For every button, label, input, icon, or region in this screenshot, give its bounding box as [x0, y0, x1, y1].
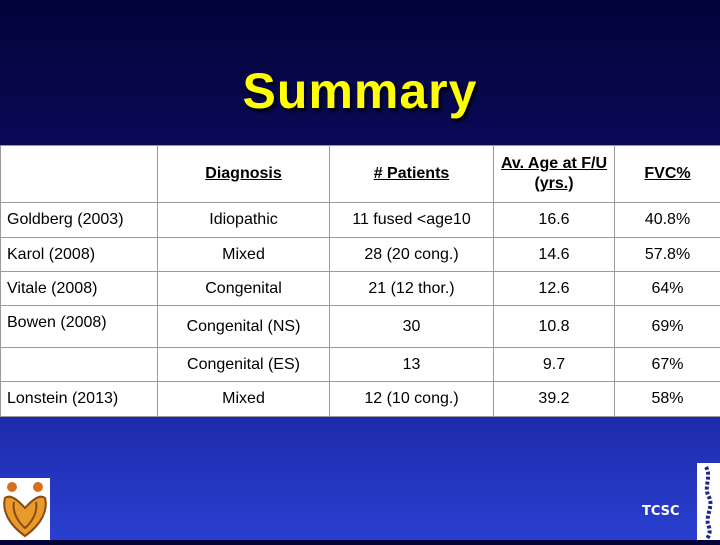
cell-study: Vitale (2008)	[1, 272, 158, 306]
heart-figures-logo-icon	[0, 478, 50, 540]
header-cell-patients: # Patients	[330, 146, 494, 203]
cell-diagnosis: Congenital	[158, 272, 330, 306]
cell-fvc: 57.8%	[615, 238, 720, 272]
tcsc-label: TCSC	[642, 504, 680, 519]
cell-diagnosis: Congenital (ES)	[158, 348, 330, 382]
cell-age: 16.6	[494, 203, 615, 238]
summary-table: Diagnosis # Patients Av. Age at F/U (yrs…	[0, 145, 720, 417]
header-cell-fvc: FVC%	[615, 146, 720, 203]
cell-diagnosis: Congenital (NS)	[158, 306, 330, 348]
cell-study: Bowen (2008)	[1, 306, 158, 348]
cell-study	[1, 348, 158, 382]
cell-patients: 21 (12 thor.)	[330, 272, 494, 306]
cell-study: Goldberg (2003)	[1, 203, 158, 238]
table-row: Bowen (2008) Congenital (NS) 30 10.8 69%	[1, 306, 720, 348]
cell-study: Lonstein (2013)	[1, 382, 158, 417]
spine-logo-icon	[697, 463, 720, 540]
cell-fvc: 67%	[615, 348, 720, 382]
cell-age: 39.2	[494, 382, 615, 417]
cell-fvc: 40.8%	[615, 203, 720, 238]
cell-fvc: 69%	[615, 306, 720, 348]
table-row: Congenital (ES) 13 9.7 67%	[1, 348, 720, 382]
cell-age: 12.6	[494, 272, 615, 306]
table-row: Lonstein (2013) Mixed 12 (10 cong.) 39.2…	[1, 382, 720, 417]
header-cell-diagnosis: Diagnosis	[158, 146, 330, 203]
cell-age: 14.6	[494, 238, 615, 272]
cell-fvc: 58%	[615, 382, 720, 417]
cell-patients: 13	[330, 348, 494, 382]
table-row: Karol (2008) Mixed 28 (20 cong.) 14.6 57…	[1, 238, 720, 272]
header-cell-study	[1, 146, 158, 203]
cell-age: 9.7	[494, 348, 615, 382]
slide-title: Summary	[0, 62, 720, 120]
cell-age: 10.8	[494, 306, 615, 348]
header-cell-age: Av. Age at F/U (yrs.)	[494, 146, 615, 203]
table-row: Goldberg (2003) Idiopathic 11 fused <age…	[1, 203, 720, 238]
cell-patients: 12 (10 cong.)	[330, 382, 494, 417]
cell-diagnosis: Mixed	[158, 382, 330, 417]
cell-patients: 28 (20 cong.)	[330, 238, 494, 272]
cell-diagnosis: Idiopathic	[158, 203, 330, 238]
table-header-row: Diagnosis # Patients Av. Age at F/U (yrs…	[1, 146, 720, 203]
cell-patients: 11 fused <age10	[330, 203, 494, 238]
cell-diagnosis: Mixed	[158, 238, 330, 272]
cell-study: Karol (2008)	[1, 238, 158, 272]
cell-patients: 30	[330, 306, 494, 348]
table-row: Vitale (2008) Congenital 21 (12 thor.) 1…	[1, 272, 720, 306]
cell-fvc: 64%	[615, 272, 720, 306]
